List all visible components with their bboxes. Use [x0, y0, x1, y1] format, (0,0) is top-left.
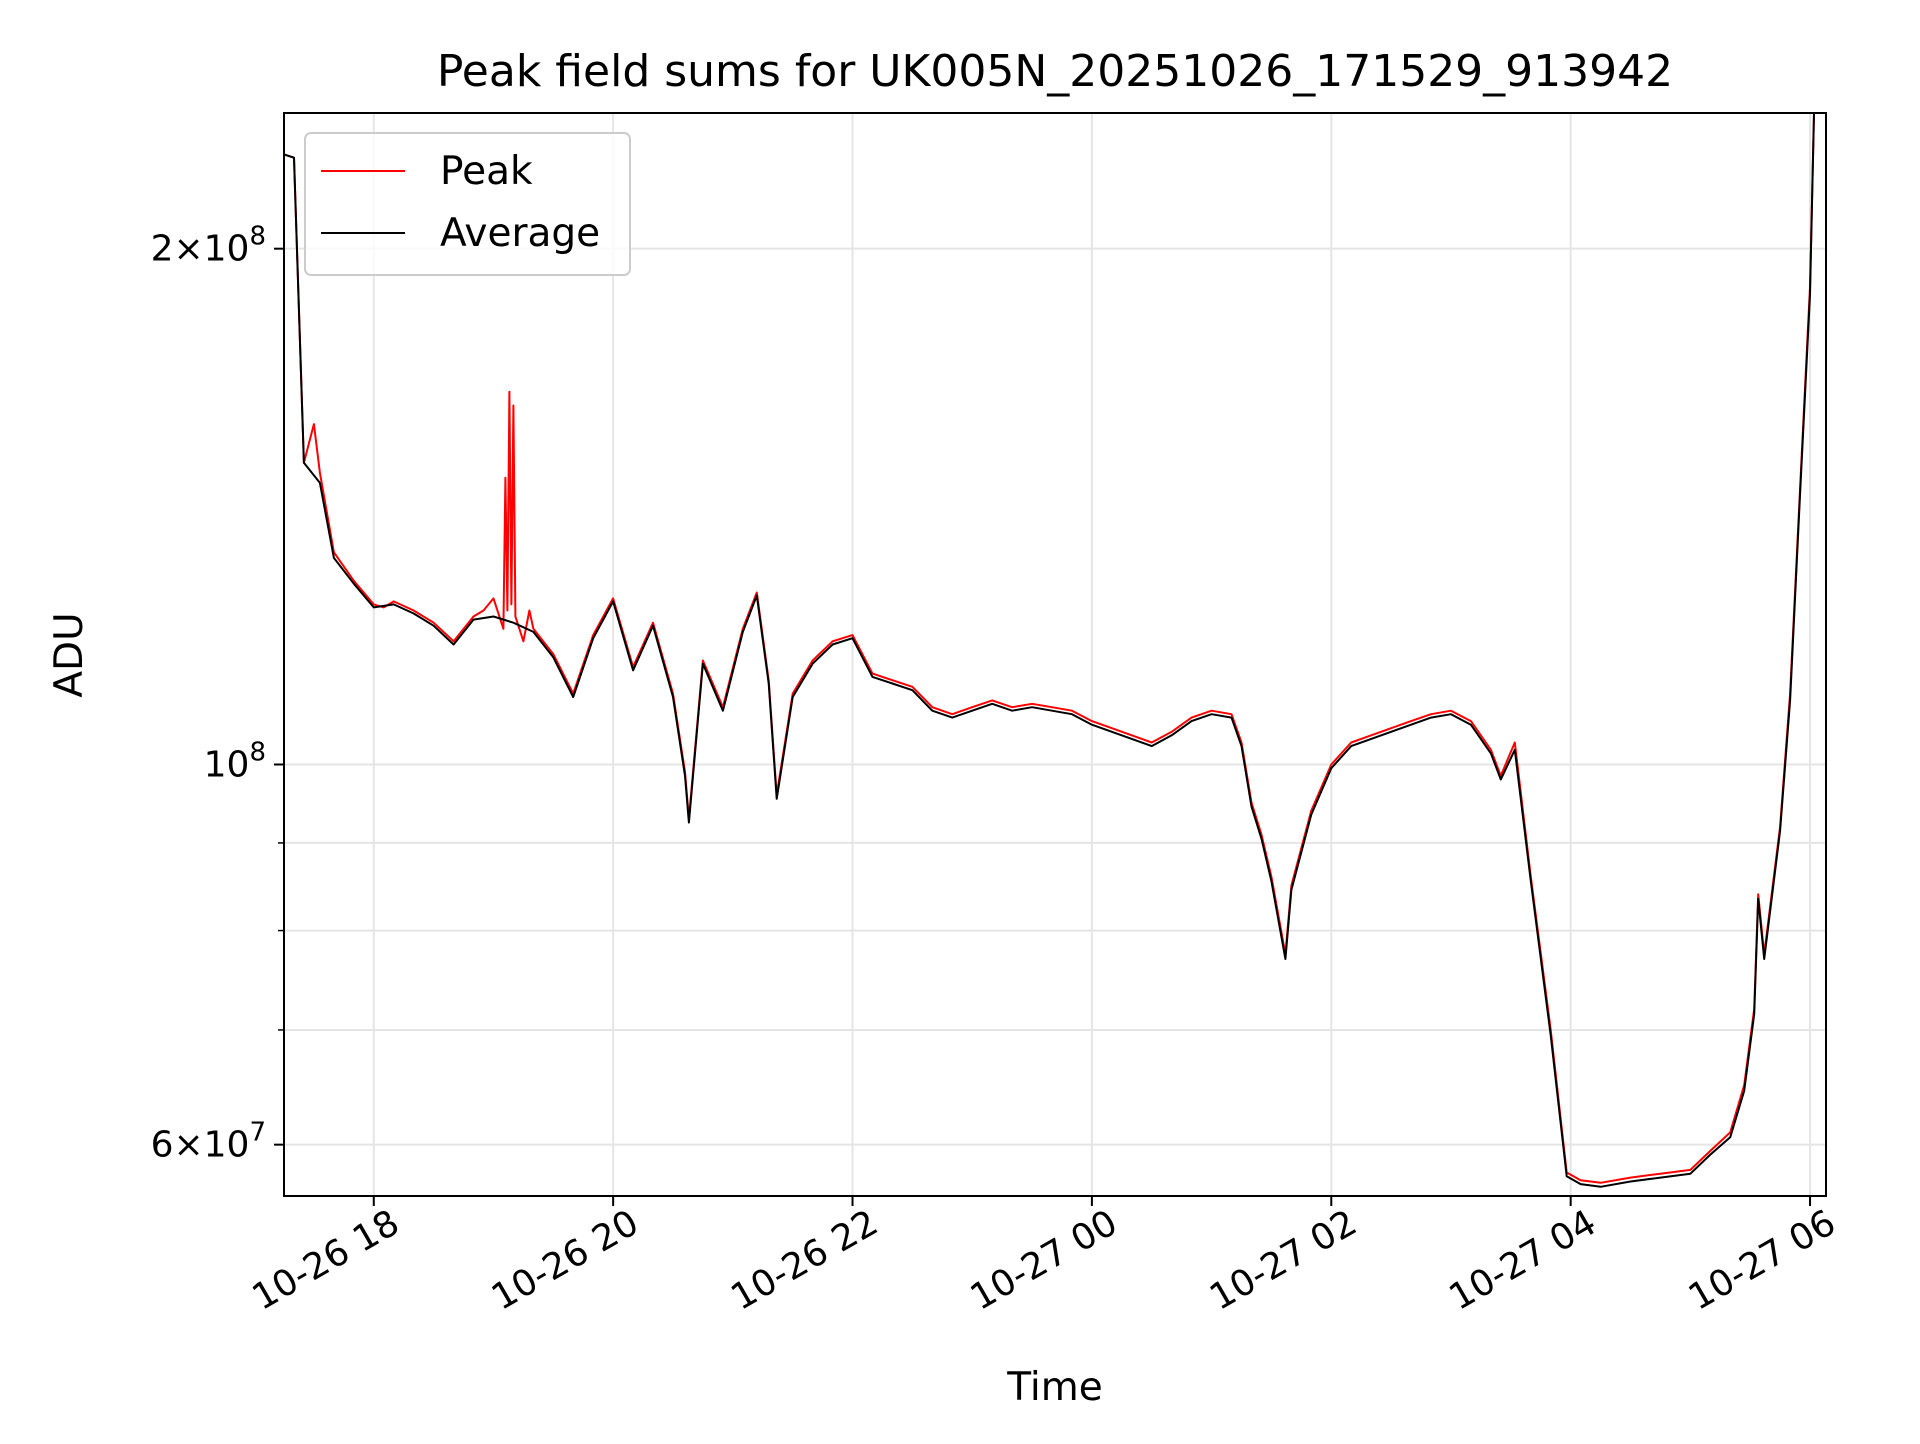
legend-label-peak: Peak [440, 149, 533, 194]
y-tick-label: 2×108 [151, 222, 266, 270]
chart-title: Peak field sums for UK005N_20251026_1715… [437, 46, 1673, 97]
series-layer [284, 113, 1815, 1188]
y-tick-label: 108 [204, 738, 266, 786]
y-axis-title: ADU [47, 612, 92, 697]
legend-label-average: Average [440, 211, 600, 256]
x-axis-title: Time [1006, 1365, 1102, 1410]
grid-layer [284, 113, 1826, 1196]
y-tick-label: 6×107 [151, 1118, 266, 1166]
series-line-average [284, 113, 1815, 1188]
plot-frame [283, 112, 1827, 1197]
legend: Peak Average [304, 132, 631, 276]
legend-box [304, 132, 631, 276]
